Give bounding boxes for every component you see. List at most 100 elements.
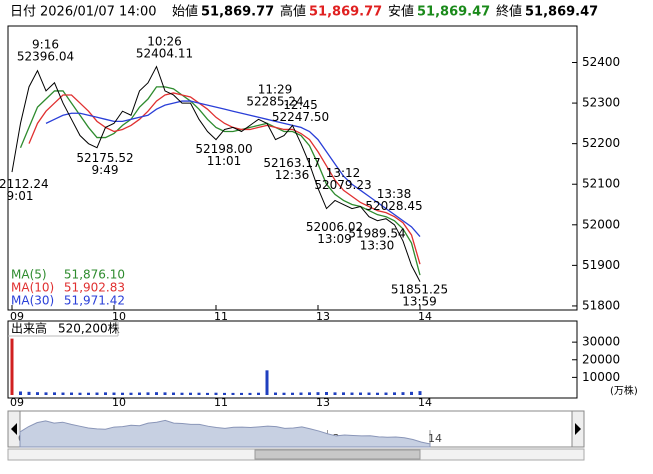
close-label: 終値 <box>496 4 522 20</box>
legend-name: MA(5) <box>11 268 47 282</box>
volume-bar <box>95 392 99 395</box>
annotation-time: 10:26 <box>147 34 182 48</box>
volume-bar <box>87 392 90 395</box>
volume-bar <box>104 392 107 395</box>
volume-bar <box>36 392 39 395</box>
y-tick-label: 52400 <box>582 55 620 69</box>
x-tick-label: 11 <box>214 310 228 323</box>
volume-bar <box>376 392 379 395</box>
volume-bar <box>27 391 31 395</box>
annotation-price: 51989.54 <box>348 227 405 241</box>
volume-bar <box>316 392 320 395</box>
volume-bar <box>359 392 362 395</box>
volume-bar <box>418 391 422 395</box>
date-label: 日付 <box>10 5 36 20</box>
y-tick-label: 52300 <box>582 96 620 110</box>
volume-bar <box>138 392 141 395</box>
volume-total: 520,200株 <box>58 321 120 336</box>
volume-bar <box>172 392 175 395</box>
low: 51,869.47 <box>417 5 490 20</box>
volume-bar <box>70 392 73 395</box>
ma-line <box>19 86 421 276</box>
high: 51,869.77 <box>309 5 382 20</box>
legend-name: MA(30) <box>11 294 54 308</box>
volume-bar <box>299 392 303 395</box>
volume-bar <box>121 392 124 395</box>
volume-bar <box>78 392 82 395</box>
high-label: 高値 <box>280 4 306 20</box>
y-tick-label: 30000 <box>582 335 620 349</box>
ma-line <box>28 92 421 265</box>
x-tick-label: 10 <box>112 310 126 323</box>
volume-bar <box>265 370 269 395</box>
annotation-price: 52285.24 <box>246 95 303 109</box>
volume-bar <box>189 392 192 395</box>
close: 51,869.47 <box>525 5 598 20</box>
volume-bar <box>19 391 22 395</box>
volume-bar <box>248 392 252 395</box>
x-tick-label: 13 <box>316 310 330 323</box>
y-tick-label: 52200 <box>582 136 620 150</box>
y-tick-label: 52100 <box>582 177 620 191</box>
annotation-price: 52112.24 <box>0 177 49 191</box>
volume-bar <box>393 392 396 395</box>
annotation-time: 13:59 <box>402 295 437 309</box>
ma-line <box>45 100 421 237</box>
annotation-time: 9:01 <box>7 189 34 203</box>
volume-bar <box>308 392 311 395</box>
annotation-price: 52163.17 <box>263 156 320 170</box>
annotation-price: 52175.52 <box>76 151 133 165</box>
volume-bar <box>401 392 405 395</box>
annotation-time: 13:09 <box>317 232 352 246</box>
volume-bar <box>231 392 235 395</box>
volume-bar <box>342 392 345 395</box>
volume-bar <box>367 392 371 395</box>
annotation-price: 52028.45 <box>365 199 422 213</box>
x-tick-label: 13 <box>316 396 330 409</box>
x-tick-label: 10 <box>112 396 126 409</box>
volume-bar <box>410 391 413 395</box>
volume-bar <box>206 392 209 395</box>
open: 51,869.77 <box>201 5 274 20</box>
nav-right-arrow <box>575 423 581 435</box>
volume-bar <box>223 392 226 395</box>
annotation-time: 11:29 <box>258 83 293 97</box>
x-tick-label: 14 <box>418 396 432 409</box>
legend-name: MA(10) <box>11 281 54 295</box>
volume-bar <box>44 392 48 395</box>
volume-bar <box>180 392 184 395</box>
annotation-time: 9:16 <box>32 38 59 52</box>
volume-bar <box>10 338 14 395</box>
annotation-price: 52396.04 <box>17 50 74 64</box>
volume-bar <box>325 392 328 395</box>
volume-bar <box>146 392 150 395</box>
y-tick-label: 10000 <box>582 370 620 384</box>
volume-bar <box>61 392 65 395</box>
legend-value: 51,902.83 <box>64 281 125 295</box>
date: 2026/01/07 14:00 <box>40 5 157 20</box>
volume-bar <box>282 392 286 395</box>
volume-unit: (万株) <box>610 384 638 397</box>
annotation-time: 13:12 <box>326 166 361 180</box>
annotation-time: 12:36 <box>275 168 310 182</box>
volume-bar <box>257 392 260 395</box>
x-tick-label: 09 <box>10 310 24 323</box>
volume-bar <box>350 392 354 395</box>
annotation-price: 52079.23 <box>314 178 371 192</box>
volume-bar <box>129 392 133 395</box>
volume-bar <box>197 392 201 395</box>
volume-bar <box>214 392 218 395</box>
legend-value: 51,876.10 <box>64 268 125 282</box>
x-tick-label: 09 <box>10 396 24 409</box>
volume-bar <box>274 392 277 395</box>
open-label: 始値 <box>172 4 198 20</box>
scroll-thumb[interactable] <box>254 449 421 460</box>
price-line <box>11 65 421 282</box>
volume-bar <box>240 392 243 395</box>
y-tick-label: 51800 <box>582 298 620 312</box>
nav-tick-label: 14 <box>428 432 442 445</box>
low-label: 安値 <box>388 4 414 20</box>
annotation-time: 13:38 <box>377 187 412 201</box>
